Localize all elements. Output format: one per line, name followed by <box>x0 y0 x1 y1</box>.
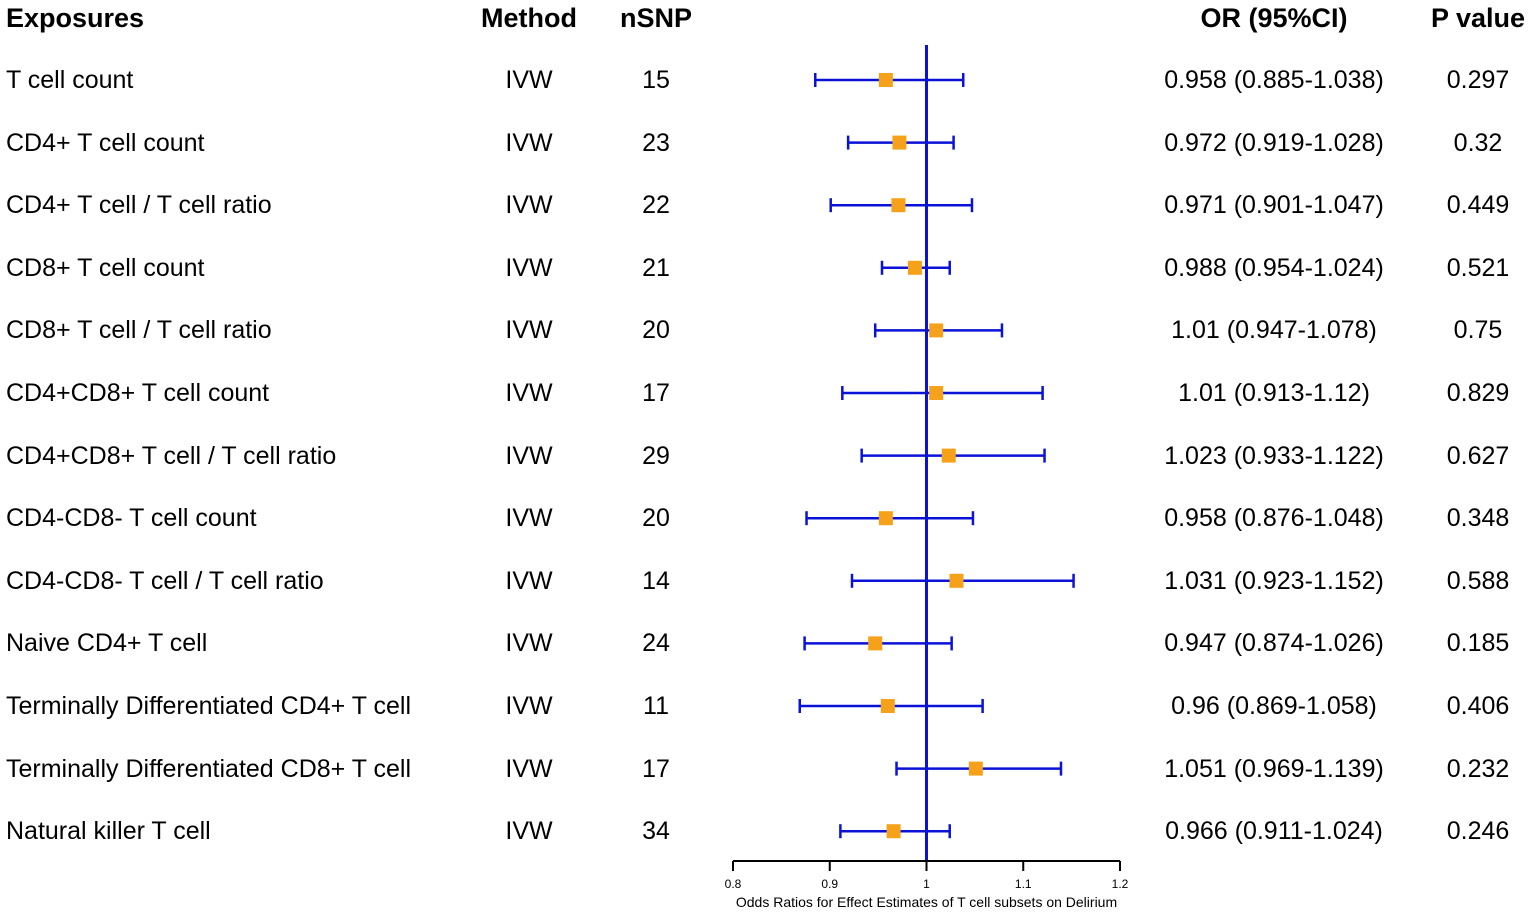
p-value: 0.185 <box>1446 629 1510 658</box>
p-value: 0.246 <box>1446 817 1510 846</box>
or-ci-value: 0.947 (0.874-1.026) <box>1164 629 1384 658</box>
x-axis-label: Odds Ratios for Effect Estimates of T ce… <box>736 894 1117 910</box>
exposure-label: CD4+ T cell / T cell ratio <box>6 191 272 220</box>
estimate-marker <box>891 198 906 213</box>
p-value: 0.588 <box>1446 566 1510 595</box>
or-ci-value: 1.031 (0.923-1.152) <box>1164 566 1384 595</box>
or-ci-value: 0.958 (0.885-1.038) <box>1164 66 1384 94</box>
method-value: IVW <box>505 504 553 533</box>
header-or: OR (95%CI) <box>1200 3 1348 33</box>
p-value: 0.297 <box>1446 66 1510 94</box>
header-exposures: Exposures <box>6 3 145 33</box>
exposure-label: CD4+CD8+ T cell / T cell ratio <box>6 441 337 470</box>
method-value: IVW <box>505 66 553 94</box>
p-value: 0.627 <box>1446 441 1510 470</box>
estimate-marker <box>968 761 983 776</box>
exposure-label: Naive CD4+ T cell <box>6 629 208 658</box>
exposure-label: CD4+ T cell count <box>6 128 205 157</box>
exposure-label: CD8+ T cell count <box>6 253 205 282</box>
nsnp-value: 29 <box>642 441 670 470</box>
method-value: IVW <box>505 128 553 157</box>
exposure-label: CD4-CD8- T cell count <box>6 504 257 533</box>
method-value: IVW <box>505 629 553 658</box>
estimate-marker <box>886 824 901 839</box>
nsnp-value: 20 <box>642 316 670 345</box>
method-value: IVW <box>505 817 553 846</box>
p-value: 0.348 <box>1446 504 1510 533</box>
x-tick-label: 1.2 <box>1112 877 1129 891</box>
p-value: 0.232 <box>1446 754 1510 783</box>
or-ci-value: 0.972 (0.919-1.028) <box>1164 128 1384 157</box>
estimate-marker <box>878 511 893 526</box>
p-value: 0.75 <box>1453 316 1503 345</box>
x-tick-label: 0.8 <box>725 877 742 891</box>
nsnp-value: 17 <box>642 379 670 407</box>
method-value: IVW <box>505 692 553 720</box>
nsnp-value: 11 <box>643 692 669 720</box>
nsnp-value: 15 <box>642 66 670 94</box>
exposure-label: Natural killer T cell <box>6 817 211 846</box>
exposure-label: CD4-CD8- T cell / T cell ratio <box>6 566 324 595</box>
method-value: IVW <box>505 379 553 407</box>
or-ci-value: 0.988 (0.954-1.024) <box>1164 253 1384 282</box>
p-value: 0.32 <box>1453 128 1503 157</box>
estimate-marker <box>907 260 922 275</box>
or-ci-value: 1.051 (0.969-1.139) <box>1164 754 1384 783</box>
or-ci-value: 0.971 (0.901-1.047) <box>1164 191 1384 220</box>
header-p-value: P value <box>1430 3 1526 33</box>
or-ci-value: 1.01 (0.913-1.12) <box>1178 379 1370 407</box>
p-value: 0.449 <box>1446 191 1510 220</box>
nsnp-value: 14 <box>642 566 670 595</box>
method-value: IVW <box>505 191 553 220</box>
estimate-marker <box>880 699 895 713</box>
estimate-marker <box>878 73 893 87</box>
method-value: IVW <box>505 441 553 470</box>
exposure-label: CD8+ T cell / T cell ratio <box>6 316 272 345</box>
method-value: IVW <box>505 754 553 783</box>
nsnp-value: 34 <box>642 817 670 846</box>
method-value: IVW <box>505 316 553 345</box>
method-value: IVW <box>505 566 553 595</box>
x-tick-label: 1.1 <box>1015 877 1032 891</box>
p-value: 0.521 <box>1446 253 1510 282</box>
x-tick-label: 1 <box>923 877 930 891</box>
p-value: 0.829 <box>1446 379 1510 407</box>
method-value: IVW <box>505 253 553 282</box>
x-tick-label: 0.9 <box>821 877 838 891</box>
estimate-marker <box>892 135 907 150</box>
estimate-marker <box>949 573 964 588</box>
nsnp-value: 22 <box>642 191 670 220</box>
or-ci-value: 0.966 (0.911-1.024) <box>1165 817 1383 846</box>
estimate-marker <box>929 323 944 338</box>
estimate-marker <box>929 386 944 400</box>
header-nsnp: nSNP <box>619 3 693 33</box>
nsnp-value: 24 <box>642 629 670 658</box>
or-ci-value: 0.958 (0.876-1.048) <box>1164 504 1384 533</box>
estimate-marker <box>868 636 883 651</box>
exposure-label: Terminally Differentiated CD8+ T cell <box>6 754 412 783</box>
exposure-label: Terminally Differentiated CD4+ T cell <box>6 692 412 720</box>
or-ci-value: 0.96 (0.869-1.058) <box>1171 692 1377 720</box>
or-ci-value: 1.01 (0.947-1.078) <box>1171 316 1377 345</box>
nsnp-value: 23 <box>642 128 670 157</box>
header-method: Method <box>481 3 577 33</box>
or-ci-value: 1.023 (0.933-1.122) <box>1164 441 1384 470</box>
exposure-label: CD4+CD8+ T cell count <box>6 379 270 407</box>
nsnp-value: 20 <box>642 504 670 533</box>
nsnp-value: 21 <box>642 253 670 282</box>
exposure-label: T cell count <box>6 66 134 94</box>
p-value: 0.406 <box>1446 692 1510 720</box>
nsnp-value: 17 <box>642 754 670 783</box>
estimate-marker <box>941 448 956 463</box>
